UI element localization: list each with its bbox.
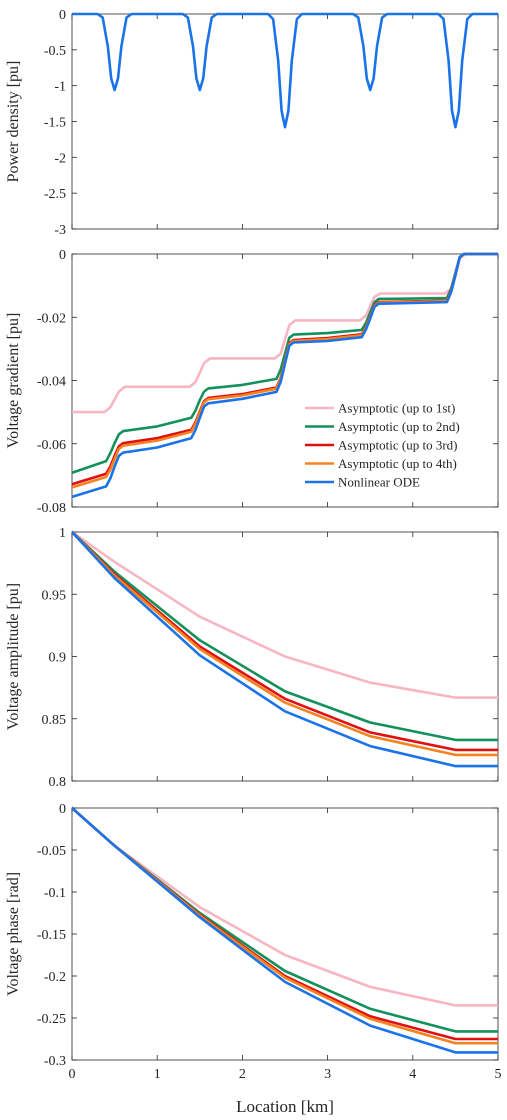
voltage-gradient-y-label: Voltage gradient [pu] (5, 313, 22, 449)
y-tick-label: -0.05 (37, 844, 66, 859)
y-tick-label: -0.1 (44, 886, 66, 901)
y-tick-label: -0.06 (37, 438, 66, 453)
power-density-series-group (72, 12, 498, 129)
power-density-y-label: Power density [pu] (5, 61, 22, 183)
asymptotic-up-to-4th-line (72, 530, 498, 757)
y-tick-label: 1 (59, 526, 66, 541)
y-tick-label: 0.8 (49, 775, 67, 790)
y-tick-label: 0.95 (42, 588, 67, 603)
y-tick-label: -3 (54, 223, 66, 238)
y-tick-label: -0.04 (37, 375, 66, 390)
y-tick-label: -0.25 (37, 1012, 66, 1027)
y-tick-label: -2 (54, 151, 66, 166)
voltage-gradient-series-group (72, 252, 498, 499)
asymptotic-up-to-1st-line (72, 530, 498, 699)
y-tick-label: -1 (54, 80, 66, 95)
y-tick-label: 0 (59, 248, 66, 263)
voltage-amplitude-panel: 1 0.95 0.9 0.85 0.8 Voltage amplitude [pu] (5, 526, 499, 790)
legend-label: Asymptotic (up to 1st) (338, 401, 455, 416)
x-axis-label: Location [km] (236, 1097, 334, 1116)
nonlinear-ode-line (72, 252, 498, 499)
y-tick-label: -0.2 (44, 970, 66, 985)
x-tick-label: 2 (239, 1067, 246, 1082)
legend-label: Nonlinear ODE (338, 475, 420, 490)
y-tick-label: 0.85 (42, 713, 67, 728)
voltage-amplitude-y-label: Voltage amplitude [pu] (5, 583, 22, 730)
x-tick-label: 5 (495, 1067, 502, 1082)
y-tick-label: -1.5 (44, 116, 66, 131)
x-tick-label: 3 (324, 1067, 331, 1082)
y-tick-label: -0.08 (37, 501, 66, 516)
y-tick-label: -0.5 (44, 44, 66, 59)
y-tick-label: -0.3 (44, 1054, 66, 1069)
voltage-amplitude-series-group (72, 530, 498, 768)
power-density-line (72, 12, 498, 129)
voltage-phase-y-label: Voltage phase [rad] (5, 872, 22, 996)
x-tick-label: 4 (409, 1067, 416, 1082)
voltage-phase-panel: 0-0.05-0.1-0.15-0.2-0.25-0.30 1 2 3 4 5Voltag… (5, 802, 502, 1082)
legend: Asymptotic (up to 1st) Asymptotic (up to … (305, 401, 460, 490)
nonlinear-ode-line (72, 530, 498, 768)
y-tick-label: 0.9 (49, 651, 67, 666)
y-tick-label: -2.5 (44, 187, 66, 202)
y-tick-label: -0.02 (37, 311, 66, 326)
voltage-gradient-panel: 0 -0.02 -0.04 -0.06 -0.08 Voltage gradient [p… (5, 248, 499, 516)
x-tick-label: 1 (154, 1067, 161, 1082)
asymptotic-up-to-2nd-line (72, 530, 498, 742)
voltage-phase-series-group (72, 806, 498, 1054)
voltage-gradient-axes-box (71, 253, 499, 508)
nonlinear-ode-line (72, 806, 498, 1054)
x-tick-label: 0 (69, 1067, 76, 1082)
legend-label: Asymptotic (up to 2nd) (338, 419, 460, 434)
y-tick-label: 0 (59, 802, 66, 817)
legend-label: Asymptotic (up to 4th) (338, 456, 457, 471)
legend-label: Asymptotic (up to 3rd) (338, 438, 458, 453)
y-tick-label: -0.15 (37, 928, 66, 943)
power-density-panel: 0 -0.5 -1 -1.5 -2 -2.5 -3 Power density [pu] (5, 8, 499, 238)
y-tick-label: 0 (59, 8, 66, 23)
voltage-phase-axes-box (71, 807, 499, 1061)
